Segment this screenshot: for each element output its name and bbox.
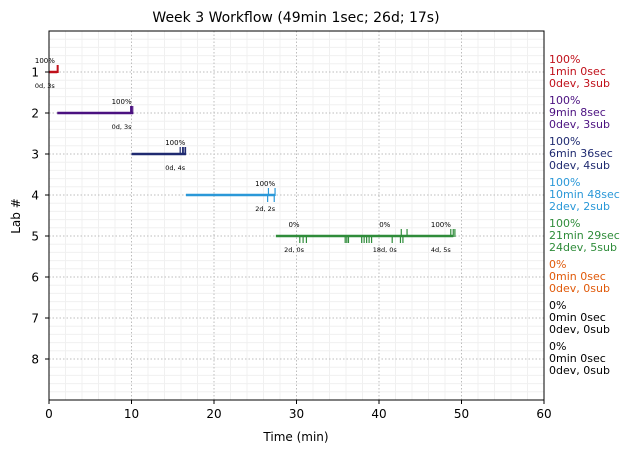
annotation-counts: 18d, 0s	[373, 246, 398, 254]
submission-marks	[56, 65, 456, 243]
lab-duration-label: 10min 48sec	[549, 188, 620, 201]
lab-pct-label: 0%	[549, 340, 566, 353]
lab-duration-label: 0min 0sec	[549, 311, 606, 324]
lab-counts-label: 2dev, 2sub	[549, 200, 610, 213]
y-axis-ticks: 1 2 3 4 5 6 7 8	[31, 66, 49, 367]
annotation-pct: 0%	[288, 221, 299, 229]
y-tick-label: 6	[31, 271, 39, 285]
lab-duration-label: 0min 0sec	[549, 270, 606, 283]
y-tick-label: 5	[31, 230, 39, 244]
lab-duration-label: 0min 0sec	[549, 352, 606, 365]
lab-duration-label: 1min 0sec	[549, 65, 606, 78]
plot-frame	[48, 30, 545, 401]
y-tick-label: 7	[31, 312, 39, 326]
lab-duration-label: 21min 29sec	[549, 229, 620, 242]
annotation-pct: 100%	[255, 180, 275, 188]
lab-pct-label: 100%	[549, 94, 580, 107]
y-tick-label: 1	[31, 66, 39, 80]
y-tick-label: 8	[31, 353, 39, 367]
grid	[48, 31, 545, 400]
lab-counts-label: 0dev, 0sub	[549, 364, 610, 377]
lab-pct-label: 100%	[549, 176, 580, 189]
lab-counts-label: 0dev, 3sub	[549, 77, 610, 90]
annotation-counts: 2d, 2s	[255, 205, 276, 213]
annotation-counts: 4d, 5s	[431, 246, 452, 254]
annotation-pct: 100%	[165, 139, 185, 147]
annotation-pct: 100%	[35, 57, 55, 65]
lab-pct-label: 100%	[549, 217, 580, 230]
annotation-counts: 0d, 3s	[35, 82, 56, 90]
y-tick-label: 3	[31, 148, 39, 162]
x-tick-label: 40	[371, 407, 386, 421]
lab-pct-label: 0%	[549, 258, 566, 271]
annotation-pct: 100%	[431, 221, 451, 229]
x-axis-label: Time (min)	[262, 430, 328, 444]
annotations: 100% 0d, 3s 100% 0d, 3s 100% 0d, 4s 100% 2d, 2s…	[35, 57, 452, 254]
x-tick-label: 20	[206, 407, 221, 421]
annotation-counts: 0d, 4s	[165, 164, 186, 172]
annotation-pct: 0%	[379, 221, 390, 229]
lab-pct-label: 100%	[549, 135, 580, 148]
x-tick-label: 60	[536, 407, 551, 421]
lab-duration-label: 6min 36sec	[549, 147, 613, 160]
annotation-counts: 2d, 0s	[284, 246, 305, 254]
y-tick-label: 4	[31, 189, 39, 203]
lab-counts-label: 0dev, 0sub	[549, 282, 610, 295]
lab-counts-label: 24dev, 5sub	[549, 241, 617, 254]
x-axis-ticks: 0 10 20 30 40 50 60	[45, 400, 552, 421]
lab-counts-label: 0dev, 0sub	[549, 323, 610, 336]
chart-title: Week 3 Workflow (49min 1sec; 26d; 17s)	[152, 10, 439, 26]
y-axis-label: Lab #	[9, 198, 23, 234]
x-tick-label: 0	[45, 407, 53, 421]
annotation-counts: 0d, 3s	[112, 123, 133, 131]
lab-counts-label: 0dev, 3sub	[549, 118, 610, 131]
x-tick-label: 30	[289, 407, 304, 421]
lab-duration-label: 9min 8sec	[549, 106, 606, 119]
lab-pct-label: 0%	[549, 299, 566, 312]
y-tick-label: 2	[31, 107, 39, 121]
annotation-pct: 100%	[112, 98, 132, 106]
x-tick-label: 50	[454, 407, 469, 421]
lab-counts-label: 0dev, 4sub	[549, 159, 610, 172]
x-tick-label: 10	[124, 407, 139, 421]
lab-pct-label: 100%	[549, 53, 580, 66]
